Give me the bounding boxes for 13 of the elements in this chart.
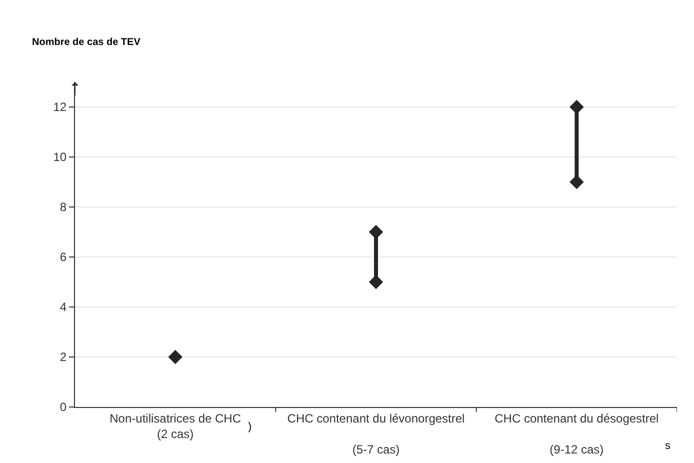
category-label: CHC contenant du désogestrel (9-12 cas) [494, 411, 659, 457]
y-tick-label: 8 [60, 200, 67, 214]
text: Nombre de cas de TEV [32, 37, 141, 48]
y-tick-label: 0 [60, 400, 67, 414]
y-tick-label: 6 [60, 250, 67, 264]
y-tick-label: 4 [60, 300, 67, 314]
text: ) [248, 421, 252, 433]
y-tick-label: 10 [53, 150, 67, 164]
y-tick-label: 2 [60, 350, 67, 364]
text: s [665, 440, 671, 452]
category-label: CHC contenant du lévonorgestrel (5-7 cas) [287, 411, 465, 457]
x-tick-label: Non-utilisatrices de CHC (2 cas) [110, 411, 242, 441]
y-tick-label: 12 [53, 100, 67, 114]
